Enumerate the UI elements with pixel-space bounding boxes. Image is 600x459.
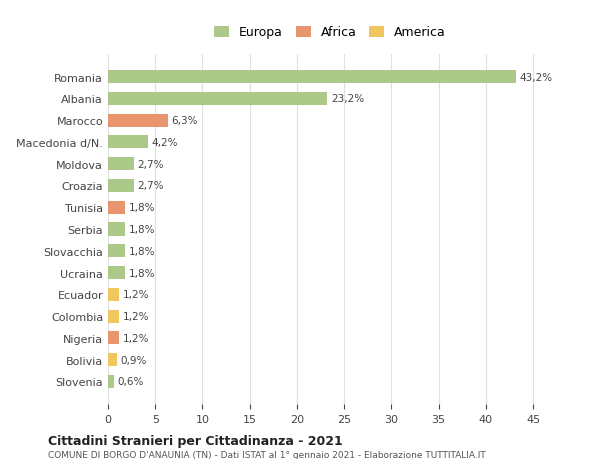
Bar [108,136,148,149]
Text: 4,2%: 4,2% [151,138,178,148]
Bar [108,310,119,323]
Text: COMUNE DI BORGO D'ANAUNIA (TN) - Dati ISTAT al 1° gennaio 2021 - Elaborazione TU: COMUNE DI BORGO D'ANAUNIA (TN) - Dati IS… [48,450,486,459]
Bar [108,375,113,388]
Text: 0,6%: 0,6% [118,376,144,386]
Text: 6,3%: 6,3% [171,116,198,126]
Bar [108,353,116,366]
Text: 1,2%: 1,2% [123,311,149,321]
Bar [108,245,125,258]
Text: 2,7%: 2,7% [137,159,164,169]
Bar [108,71,516,84]
Bar [108,158,134,171]
Bar [108,201,125,214]
Bar [108,179,134,193]
Text: Cittadini Stranieri per Cittadinanza - 2021: Cittadini Stranieri per Cittadinanza - 2… [48,434,343,447]
Text: 43,2%: 43,2% [520,73,553,83]
Text: 1,8%: 1,8% [129,268,155,278]
Bar [108,114,167,128]
Text: 0,9%: 0,9% [120,355,146,365]
Text: 1,2%: 1,2% [123,333,149,343]
Text: 1,8%: 1,8% [129,246,155,256]
Text: 23,2%: 23,2% [331,94,364,104]
Text: 1,2%: 1,2% [123,290,149,300]
Bar [108,331,119,345]
Bar [108,93,327,106]
Text: 1,8%: 1,8% [129,224,155,235]
Bar [108,223,125,236]
Text: 1,8%: 1,8% [129,203,155,213]
Legend: Europa, Africa, America: Europa, Africa, America [214,27,446,39]
Bar [108,288,119,301]
Bar [108,266,125,280]
Text: 2,7%: 2,7% [137,181,164,191]
